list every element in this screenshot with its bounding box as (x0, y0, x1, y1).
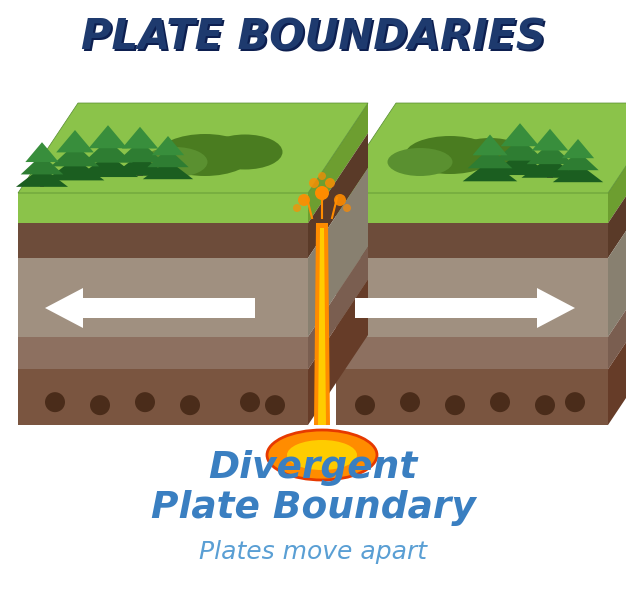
Polygon shape (608, 168, 626, 337)
Circle shape (490, 392, 510, 412)
Polygon shape (18, 369, 308, 425)
Bar (355, 298, 537, 318)
Polygon shape (56, 130, 94, 152)
Polygon shape (111, 154, 168, 176)
Polygon shape (557, 151, 598, 170)
Polygon shape (18, 337, 308, 369)
Ellipse shape (207, 135, 282, 170)
Bar (166, 168, 170, 179)
Circle shape (445, 395, 465, 415)
Ellipse shape (267, 430, 377, 480)
Polygon shape (89, 125, 127, 148)
Polygon shape (495, 138, 545, 161)
Bar (72, 168, 78, 180)
Text: Plates move apart: Plates move apart (199, 540, 427, 564)
Polygon shape (553, 163, 603, 182)
Polygon shape (463, 161, 517, 181)
Polygon shape (46, 158, 105, 180)
Ellipse shape (455, 138, 525, 168)
Polygon shape (308, 168, 368, 337)
Bar (575, 171, 580, 182)
Polygon shape (608, 280, 626, 425)
Circle shape (309, 178, 319, 188)
Polygon shape (143, 160, 193, 179)
Circle shape (265, 395, 285, 415)
Polygon shape (308, 103, 368, 223)
Polygon shape (531, 129, 568, 151)
Bar (488, 170, 493, 181)
Polygon shape (336, 369, 608, 425)
Polygon shape (308, 280, 368, 425)
Circle shape (240, 392, 260, 412)
Bar (547, 165, 553, 178)
Bar (39, 176, 44, 187)
Circle shape (565, 392, 585, 412)
Circle shape (45, 392, 65, 412)
Polygon shape (18, 223, 308, 258)
Text: PLATE BOUNDARIES: PLATE BOUNDARIES (83, 19, 548, 61)
Polygon shape (18, 258, 308, 337)
Bar (517, 162, 523, 175)
Bar (137, 164, 143, 176)
Polygon shape (468, 148, 513, 168)
Polygon shape (147, 148, 188, 167)
Polygon shape (537, 288, 575, 328)
Polygon shape (78, 154, 138, 177)
Circle shape (298, 194, 310, 206)
Polygon shape (608, 247, 626, 369)
Polygon shape (116, 141, 163, 162)
Polygon shape (526, 142, 573, 164)
Bar (83, 298, 255, 318)
Ellipse shape (387, 148, 453, 176)
Polygon shape (336, 193, 608, 223)
Polygon shape (336, 258, 608, 337)
Ellipse shape (158, 134, 252, 176)
Polygon shape (318, 228, 326, 425)
Circle shape (90, 395, 110, 415)
Polygon shape (490, 152, 550, 175)
Polygon shape (608, 133, 626, 258)
Circle shape (315, 186, 329, 200)
Ellipse shape (405, 136, 495, 174)
Text: PLATE BOUNDARIES: PLATE BOUNDARIES (81, 17, 545, 59)
Polygon shape (121, 127, 158, 148)
Circle shape (293, 204, 301, 212)
Polygon shape (308, 133, 368, 258)
Text: Divergent: Divergent (208, 450, 418, 486)
Ellipse shape (143, 147, 207, 177)
Circle shape (400, 392, 420, 412)
Polygon shape (83, 139, 133, 163)
Circle shape (355, 395, 375, 415)
Circle shape (180, 395, 200, 415)
Polygon shape (18, 103, 368, 193)
Circle shape (135, 392, 155, 412)
Polygon shape (501, 123, 540, 146)
Polygon shape (336, 223, 608, 258)
Polygon shape (25, 142, 59, 162)
Polygon shape (308, 247, 368, 369)
Circle shape (343, 204, 351, 212)
Polygon shape (314, 223, 330, 425)
Bar (105, 164, 111, 177)
Circle shape (535, 395, 555, 415)
Polygon shape (473, 135, 508, 155)
Polygon shape (521, 156, 578, 178)
Polygon shape (51, 144, 99, 167)
Polygon shape (336, 337, 608, 369)
Polygon shape (152, 136, 184, 155)
Polygon shape (16, 167, 68, 187)
Polygon shape (21, 155, 63, 174)
Polygon shape (336, 103, 626, 193)
Polygon shape (45, 288, 83, 328)
Circle shape (334, 194, 346, 206)
Text: Plate Boundary: Plate Boundary (151, 490, 475, 526)
Polygon shape (562, 139, 594, 158)
Ellipse shape (287, 440, 357, 470)
Circle shape (318, 172, 326, 180)
Circle shape (325, 178, 335, 188)
Polygon shape (608, 103, 626, 223)
Polygon shape (18, 193, 308, 223)
